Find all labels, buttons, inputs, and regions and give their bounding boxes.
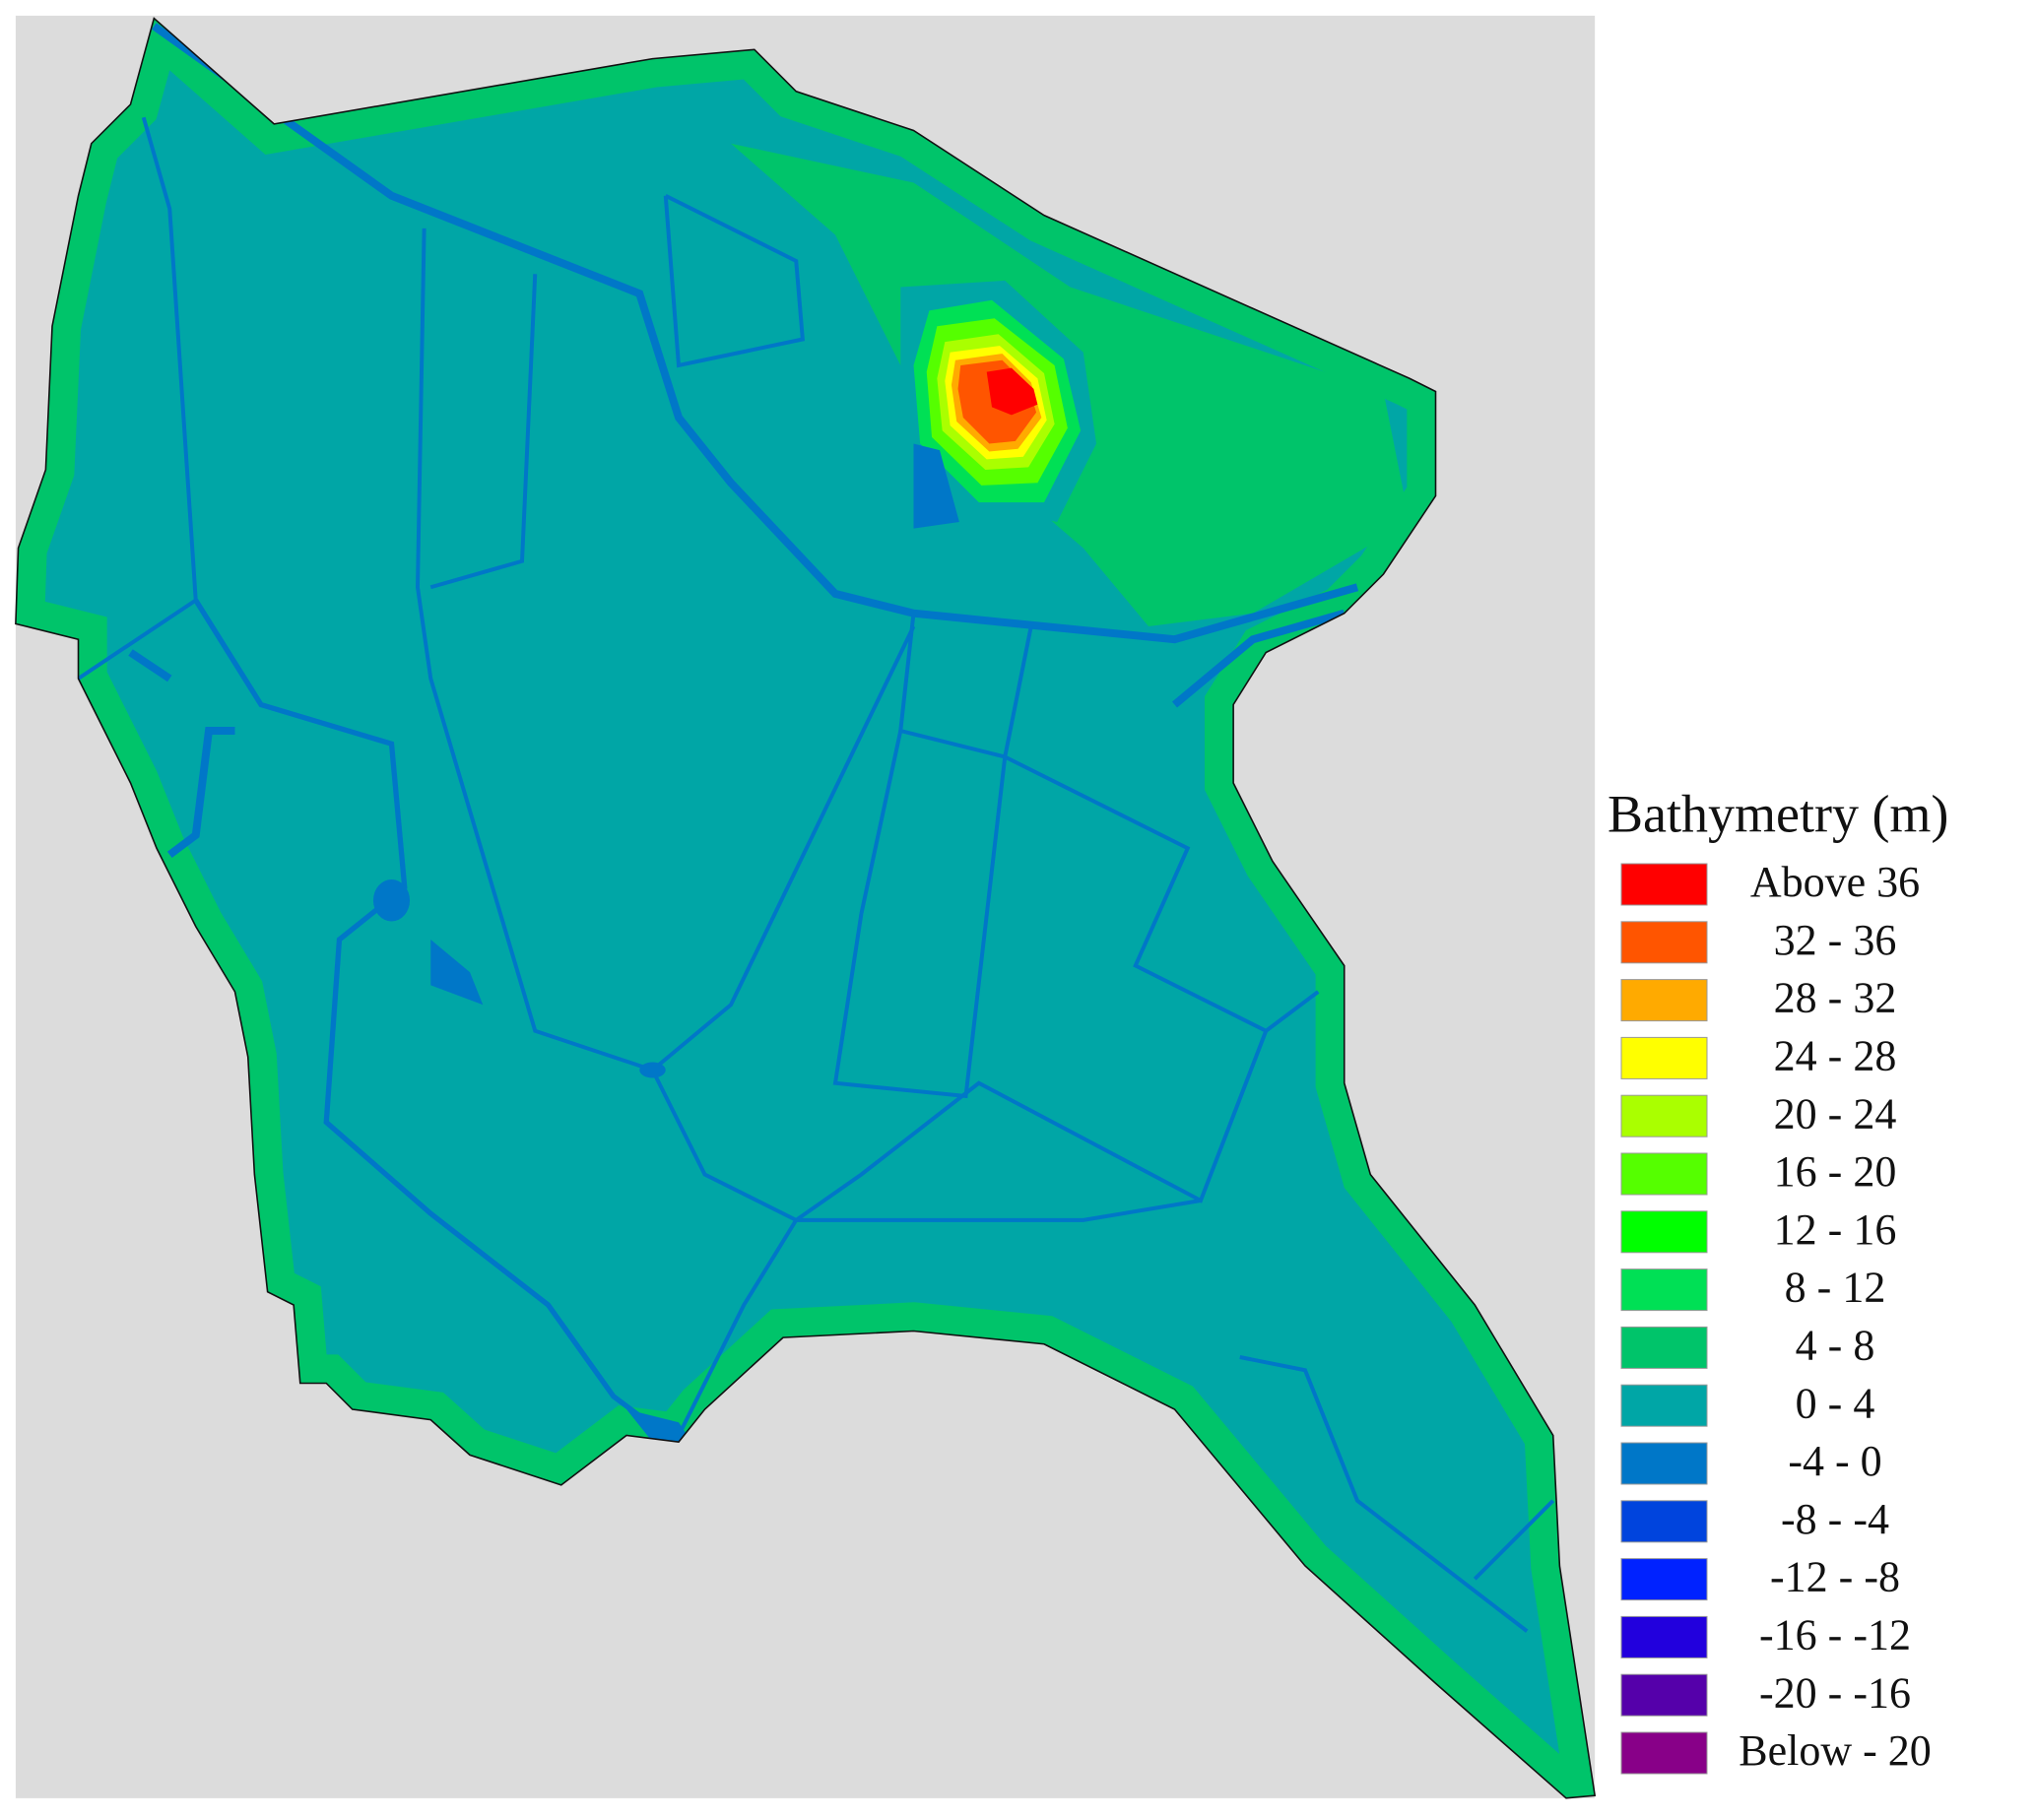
legend-swatch [1620,1094,1708,1138]
legend-swatch [1620,863,1708,906]
legend-label: 28 - 32 [1774,974,1897,1022]
map [15,15,1597,1799]
legend-label: -20 - -16 [1759,1668,1911,1717]
legend-label: Above 36 [1750,858,1920,906]
legend-swatch [1620,1036,1708,1079]
legend-title: Bathymetry (m) [1608,784,1948,843]
legend-label: 32 - 36 [1774,916,1897,964]
legend-label: -16 - -12 [1759,1610,1911,1658]
legend-label: 8 - 12 [1785,1264,1886,1312]
legend-swatch [1620,1615,1708,1658]
region-outline [15,17,1597,1799]
legend-label: 24 - 28 [1774,1031,1897,1079]
legend-swatch [1620,1673,1708,1717]
legend-label: 12 - 16 [1774,1205,1897,1254]
legend-swatch [1620,1442,1708,1485]
legend-swatch [1620,1326,1708,1369]
legend-label: -12 - -8 [1770,1553,1900,1601]
hill [913,299,1082,503]
legend: Above 36 32 - 36 28 - 32 24 - 28 20 - 24 16 -… [1620,858,1932,1775]
legend-label: Below - 20 [1739,1726,1932,1775]
legend-swatch [1620,1500,1708,1543]
legend-swatch [1620,1268,1708,1312]
legend-swatch [1620,1152,1708,1196]
legend-swatch [1620,979,1708,1022]
legend-label: 16 - 20 [1774,1147,1897,1196]
legend-label: 20 - 24 [1774,1089,1897,1138]
legend-label: 0 - 4 [1796,1379,1875,1427]
legend-swatch [1620,921,1708,964]
legend-swatch [1620,1558,1708,1601]
legend-swatch [1620,1731,1708,1775]
ponds [372,443,959,1443]
legend-swatch [1620,1384,1708,1427]
legend-swatch [1620,1210,1708,1254]
legend-label: -4 - 0 [1788,1437,1881,1485]
channels [77,23,1555,1633]
legend-label: -8 - -4 [1781,1495,1889,1543]
legend-label: 4 - 8 [1796,1321,1875,1369]
